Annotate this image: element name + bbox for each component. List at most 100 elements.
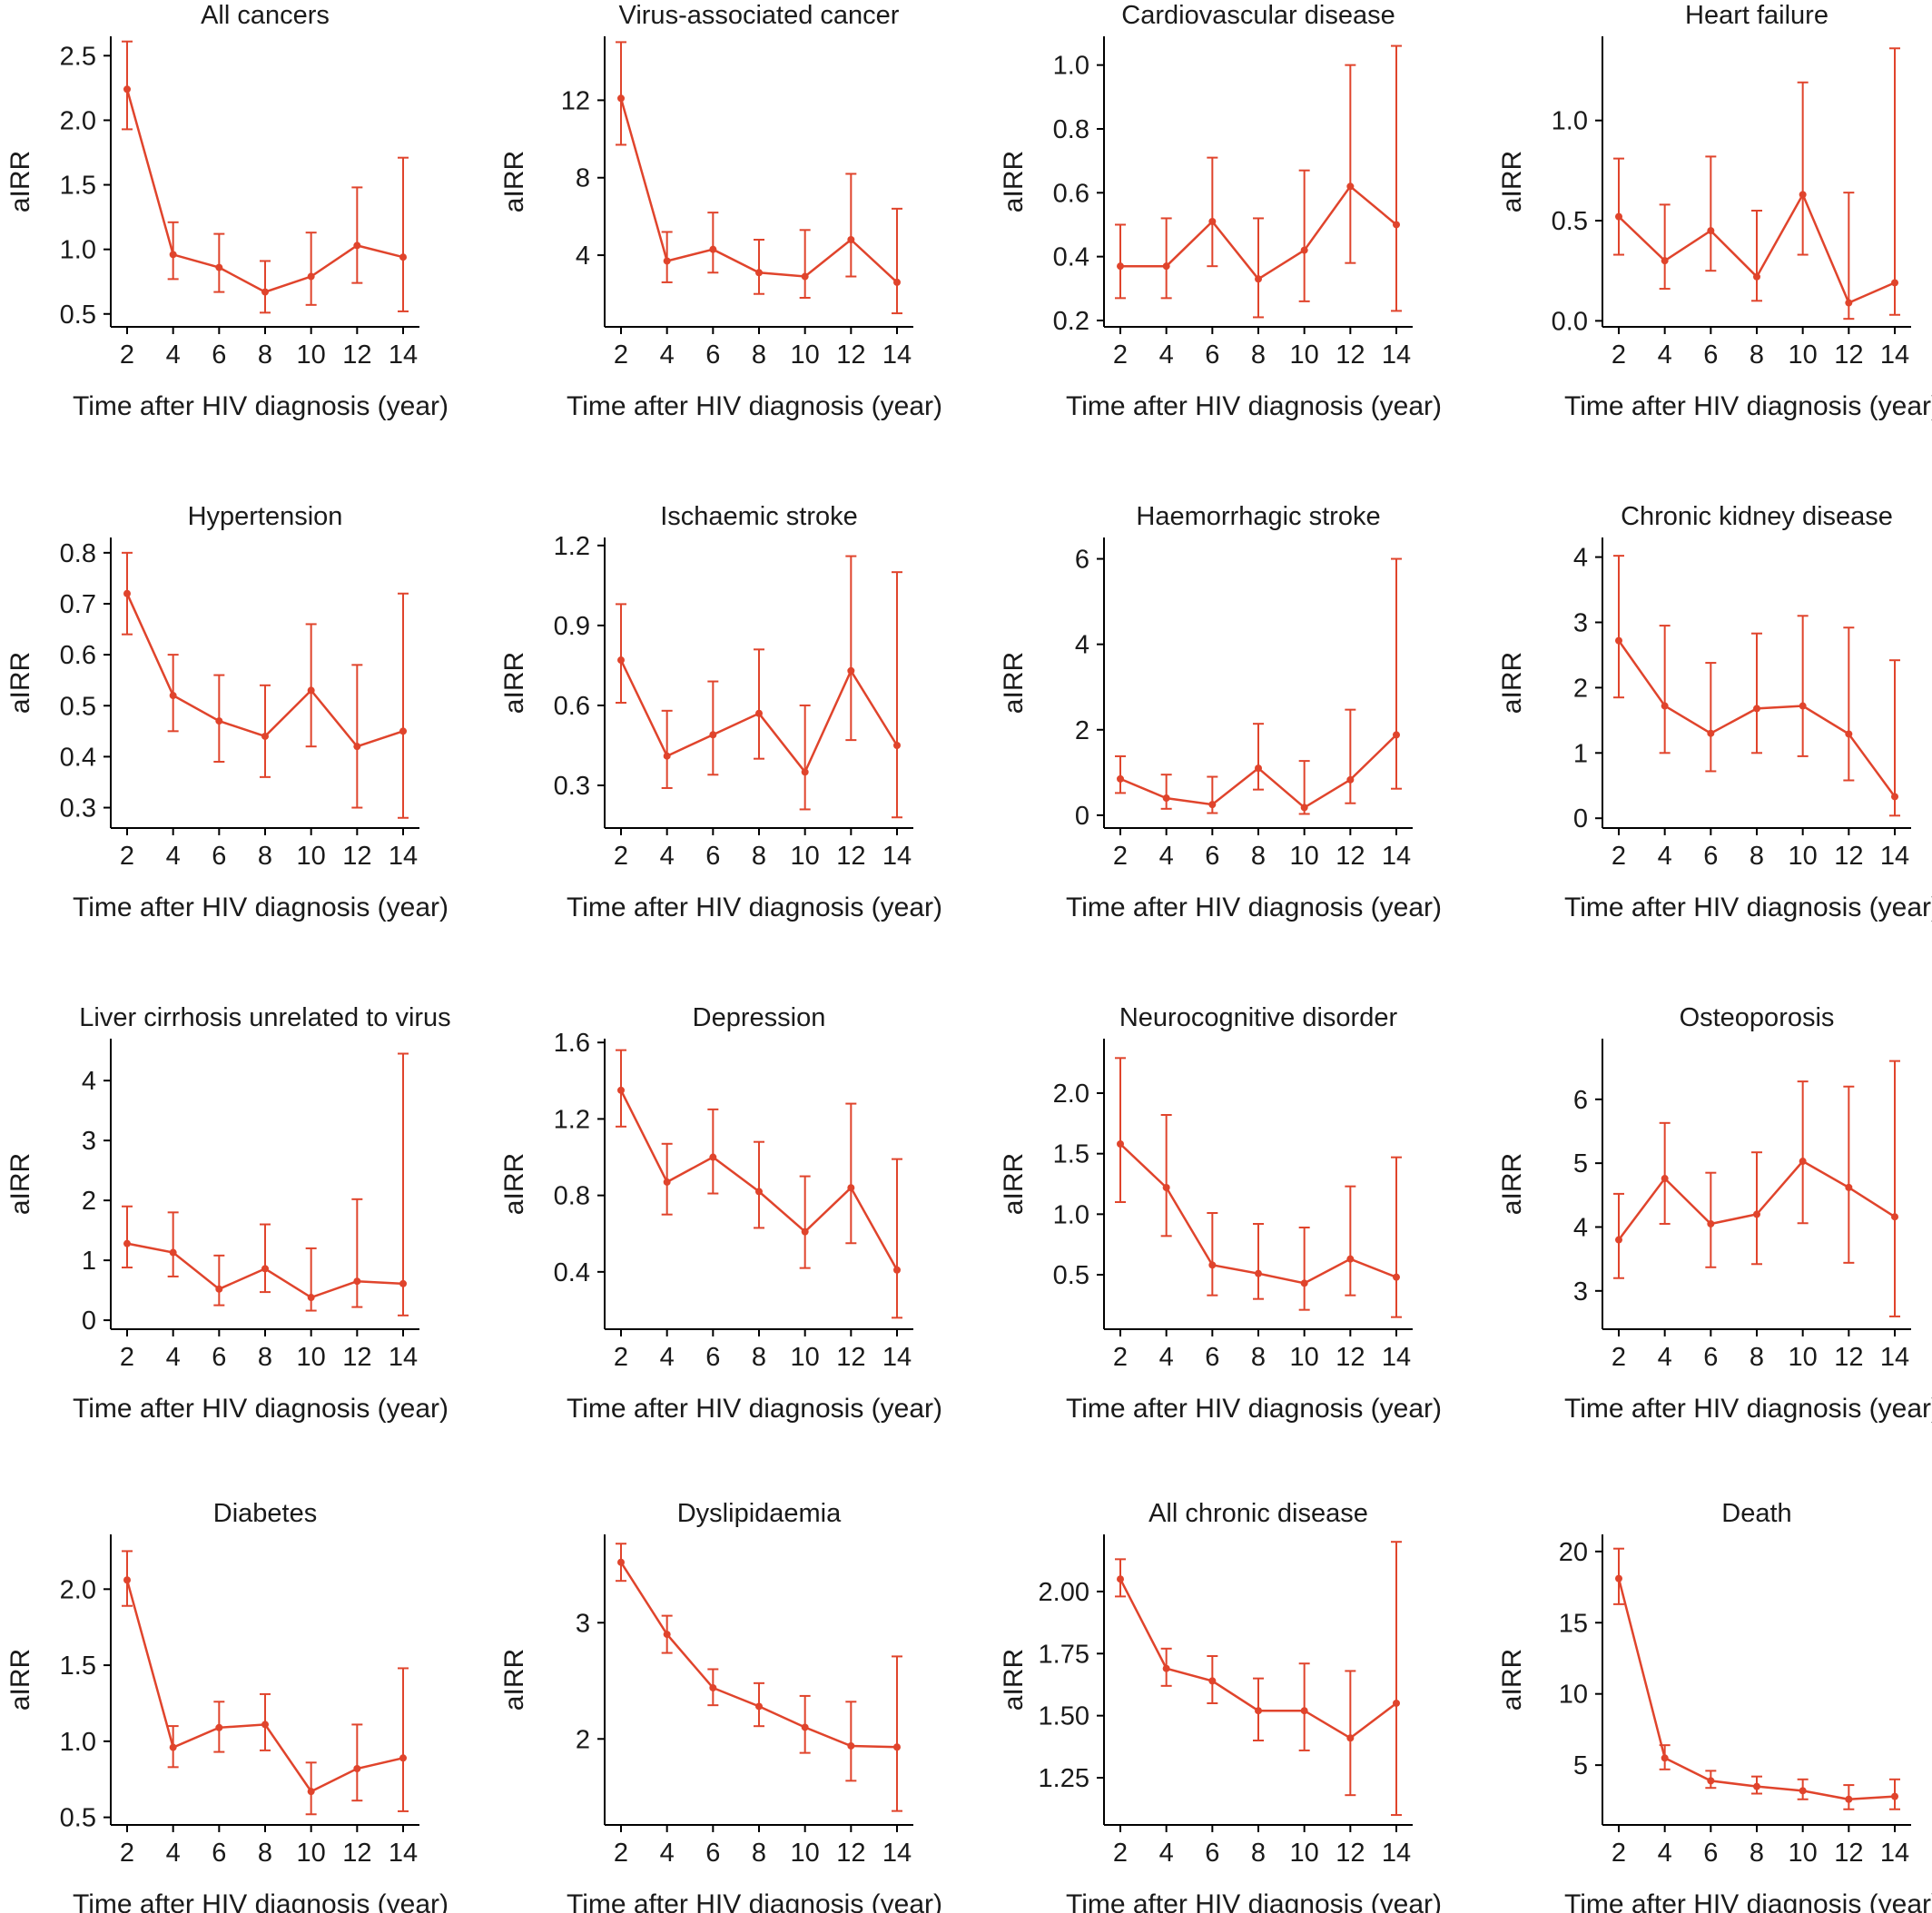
chart-title: Heart failure: [1685, 1, 1828, 30]
data-point: [1255, 275, 1262, 283]
x-axis-label: Time after HIV diagnosis (year): [73, 391, 448, 421]
error-bar: [707, 1108, 719, 1195]
error-bar: [799, 1175, 811, 1269]
x-axis-label: Time after HIV diagnosis (year): [1564, 391, 1932, 421]
data-point: [261, 732, 269, 740]
x-tick-label: 10: [1789, 340, 1818, 370]
data-point: [755, 1188, 763, 1196]
x-tick-label: 8: [1251, 1839, 1266, 1868]
y-tick-label: 4: [82, 1067, 96, 1096]
error-bar: [1889, 47, 1900, 316]
error-bar: [1613, 1192, 1624, 1279]
error-bar: [213, 1254, 225, 1307]
y-tick-label: 1.50: [1039, 1702, 1089, 1731]
y-tick-label: 2.5: [60, 42, 96, 71]
series-line: [1617, 1578, 1896, 1801]
y-tick-label: 4: [1075, 631, 1089, 660]
error-bar: [1705, 662, 1717, 773]
chart-title: Liver cirrhosis unrelated to virus: [79, 1003, 450, 1032]
data-point: [893, 278, 901, 286]
x-tick-label: 4: [660, 1839, 675, 1868]
error-bar: [1345, 1670, 1356, 1797]
x-tick-label: 6: [212, 1839, 226, 1868]
y-tick-label: 0.3: [554, 772, 590, 801]
x-tick-label: 14: [1880, 340, 1909, 370]
y-tick-label: 1.2: [554, 532, 590, 561]
error-bar: [754, 1140, 764, 1229]
error-bar: [1659, 1121, 1671, 1225]
x-tick-label: 8: [752, 1343, 766, 1372]
x-tick-label: 10: [297, 842, 326, 871]
x-tick-label: 14: [389, 842, 418, 871]
y-tick-label: 2: [576, 1725, 590, 1754]
x-tick-label: 10: [1789, 1839, 1818, 1868]
error-bar: [845, 173, 857, 278]
y-axis-label: aIRR: [999, 1153, 1029, 1215]
x-tick-label: 2: [120, 1343, 134, 1372]
data-point: [399, 727, 407, 735]
data-point: [1661, 1175, 1669, 1183]
data-point: [1707, 729, 1715, 737]
data-point: [1117, 1575, 1124, 1583]
data-point: [1393, 221, 1400, 229]
error-bar: [1391, 1541, 1402, 1817]
x-tick-label: 10: [1789, 842, 1818, 871]
x-tick-label: 14: [1382, 842, 1411, 871]
y-axis-label: aIRR: [1497, 1649, 1527, 1711]
x-tick-label: 14: [389, 340, 418, 370]
x-tick-label: 10: [297, 340, 326, 370]
x-axis-label: Time after HIV diagnosis (year): [567, 1889, 942, 1913]
chart-title: Neurocognitive disorder: [1119, 1003, 1398, 1032]
x-tick-label: 12: [342, 1343, 371, 1372]
error-bar: [1345, 1185, 1356, 1297]
x-tick-label: 12: [1336, 1343, 1365, 1372]
data-point: [1707, 227, 1715, 235]
data-point: [755, 1702, 763, 1711]
data-point: [663, 1631, 671, 1639]
x-tick-label: 4: [1658, 842, 1672, 871]
data-point: [1891, 793, 1898, 801]
data-point: [847, 666, 855, 675]
x-tick-label: 6: [1205, 1839, 1219, 1868]
y-axis-label: aIRR: [5, 1649, 35, 1711]
data-point: [261, 1721, 269, 1729]
y-tick-label: 0.6: [60, 641, 96, 670]
data-point: [169, 692, 177, 700]
error-bar: [661, 709, 673, 789]
y-tick-label: 1.0: [60, 1728, 96, 1757]
data-point: [755, 269, 763, 277]
data-point: [847, 1741, 855, 1750]
x-tick-label: 8: [1750, 1343, 1764, 1372]
x-tick-label: 8: [752, 1839, 766, 1868]
x-tick-label: 10: [791, 842, 820, 871]
error-bar: [799, 704, 811, 811]
data-point: [169, 1743, 177, 1751]
data-point: [307, 686, 315, 695]
chart-title: Hypertension: [188, 502, 343, 531]
data-point: [1753, 1210, 1760, 1218]
x-tick-label: 6: [705, 842, 720, 871]
data-point: [399, 1754, 407, 1762]
error-bar: [305, 623, 317, 748]
x-tick-label: 6: [1205, 340, 1219, 370]
error-bar: [305, 232, 317, 306]
error-bar: [305, 1247, 317, 1312]
data-point: [1799, 191, 1807, 199]
y-tick-label: 0.4: [60, 743, 96, 772]
x-tick-label: 10: [1290, 842, 1319, 871]
y-axis-label: aIRR: [499, 1153, 529, 1215]
y-tick-label: 15: [1559, 1609, 1588, 1638]
error-bar: [1207, 1212, 1218, 1297]
chart-panel: Dyslipidaemia 2 3 2 4 6 8 10 12 14 Time after HIV …: [499, 1499, 942, 1913]
error-bar: [1797, 81, 1809, 256]
chart-title: Osteoporosis: [1680, 1003, 1835, 1032]
x-tick-label: 12: [836, 1343, 865, 1372]
error-bar: [707, 212, 719, 274]
y-tick-label: 1.75: [1039, 1640, 1089, 1669]
data-point: [1300, 246, 1308, 254]
error-bar: [1298, 169, 1310, 302]
data-point: [801, 768, 809, 776]
error-bar: [799, 229, 811, 299]
